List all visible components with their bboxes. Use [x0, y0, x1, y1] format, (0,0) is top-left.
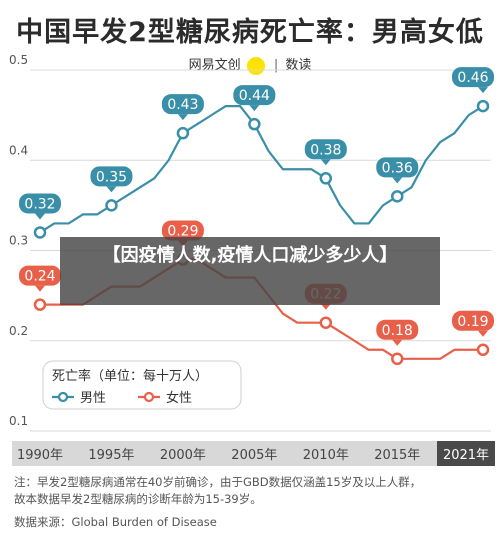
data-label-pointer-1-4 [478, 330, 488, 337]
data-point-1-2 [319, 316, 333, 329]
data-label-bubble-1-3 [376, 319, 419, 340]
data-label-0-1: 0.35 [96, 169, 127, 185]
data-label-pointer-0-6 [478, 87, 488, 94]
data-label-bubble-0-6 [452, 67, 494, 88]
brand-left: 网易文创 [188, 58, 241, 73]
data-label-pointer-0-5 [392, 177, 403, 184]
data-label-0-4: 0.38 [310, 142, 341, 158]
data-label-bubble-0-1 [90, 166, 133, 187]
data-label-0-0: 0.32 [24, 196, 55, 212]
legend-box [42, 360, 242, 410]
legend-marker-0 [57, 391, 69, 403]
data-label-pointer-1-2 [320, 303, 331, 310]
y-tick-label-4: 0.5 [9, 53, 28, 67]
x-tick-label-6: 2021年 [443, 448, 489, 463]
y-tick-label-2: 0.3 [9, 234, 28, 248]
data-point-1-0 [33, 298, 47, 311]
x-tick-label-5: 2015年 [374, 448, 420, 463]
data-point-0-0 [33, 226, 47, 239]
data-label-pointer-0-0 [35, 213, 45, 220]
brand-separator: | [273, 58, 279, 73]
y-tick-label-3: 0.4 [9, 143, 28, 157]
y-tick-label-0: 0.1 [9, 414, 28, 428]
data-point-1-4 [476, 343, 490, 357]
data-point-0-1 [105, 199, 118, 212]
data-label-pointer-0-3 [249, 105, 260, 112]
x-tick-label-0: 1990年 [17, 448, 63, 463]
x-tick-label-1: 1995年 [88, 448, 134, 463]
data-label-bubble-0-4 [304, 139, 347, 160]
data-label-pointer-1-3 [392, 339, 403, 346]
data-point-0-6 [476, 99, 490, 113]
data-label-pointer-0-2 [177, 114, 188, 121]
data-label-1-4: 0.19 [457, 314, 488, 330]
footnote-line-1: 注：早发2型糖尿病通常在40岁前确诊，由于GBD数据仅涵盖15岁及以上人群， [14, 475, 422, 489]
data-label-bubble-1-4 [452, 310, 494, 331]
data-label-bubble-0-0 [19, 193, 61, 214]
data-label-1-1: 0.29 [167, 224, 198, 240]
data-point-1-3 [391, 352, 404, 366]
data-label-bubble-1-0 [19, 265, 61, 286]
y-tick-label-1: 0.2 [9, 324, 28, 338]
brand-right: 数读 [285, 58, 312, 73]
overlay-caption: 【因疫情人数,疫情人口减少多少人】 [60, 237, 440, 305]
data-label-0-6: 0.46 [457, 70, 488, 86]
legend-title: 死亡率（单位：每十万人） [52, 368, 208, 384]
legend-label-1: 女性 [166, 390, 192, 406]
data-label-1-3: 0.18 [382, 323, 413, 339]
data-point-0-5 [391, 190, 404, 203]
data-label-bubble-0-2 [161, 94, 204, 115]
footnote-line-2: 故本数据早发2型糖尿病的诊断年龄为15-39岁。 [14, 492, 262, 506]
data-label-bubble-1-1 [161, 220, 204, 241]
legend-marker-1 [143, 391, 155, 403]
x-tick-label-4: 2010年 [303, 448, 349, 463]
data-point-0-4 [319, 172, 333, 185]
x-tick-label-3: 2005年 [231, 448, 277, 463]
data-label-0-3: 0.44 [239, 88, 270, 104]
data-label-pointer-0-1 [106, 186, 117, 193]
x-axis-band [12, 441, 490, 466]
data-label-1-0: 0.24 [24, 269, 55, 285]
data-label-0-5: 0.36 [382, 160, 413, 176]
data-label-0-2: 0.43 [167, 97, 198, 113]
data-point-0-3 [248, 117, 261, 131]
legend-label-0: 男性 [80, 391, 106, 406]
footnote: 注：早发2型糖尿病通常在40岁前确诊，由于GBD数据仅涵盖15岁及以上人群， 故… [14, 474, 492, 508]
data-label-pointer-1-0 [35, 285, 45, 292]
x-axis-band-highlight [437, 441, 495, 466]
x-tick-label-2: 2000年 [160, 448, 206, 463]
chart-title: 中国早发2型糖尿病死亡率：男高女低 [16, 17, 484, 48]
data-label-bubble-0-5 [376, 157, 419, 178]
data-source: 数据来源：Global Burden of Disease [14, 515, 217, 529]
data-label-bubble-0-3 [233, 85, 276, 106]
data-point-0-2 [176, 126, 190, 140]
data-label-pointer-0-4 [320, 159, 331, 166]
